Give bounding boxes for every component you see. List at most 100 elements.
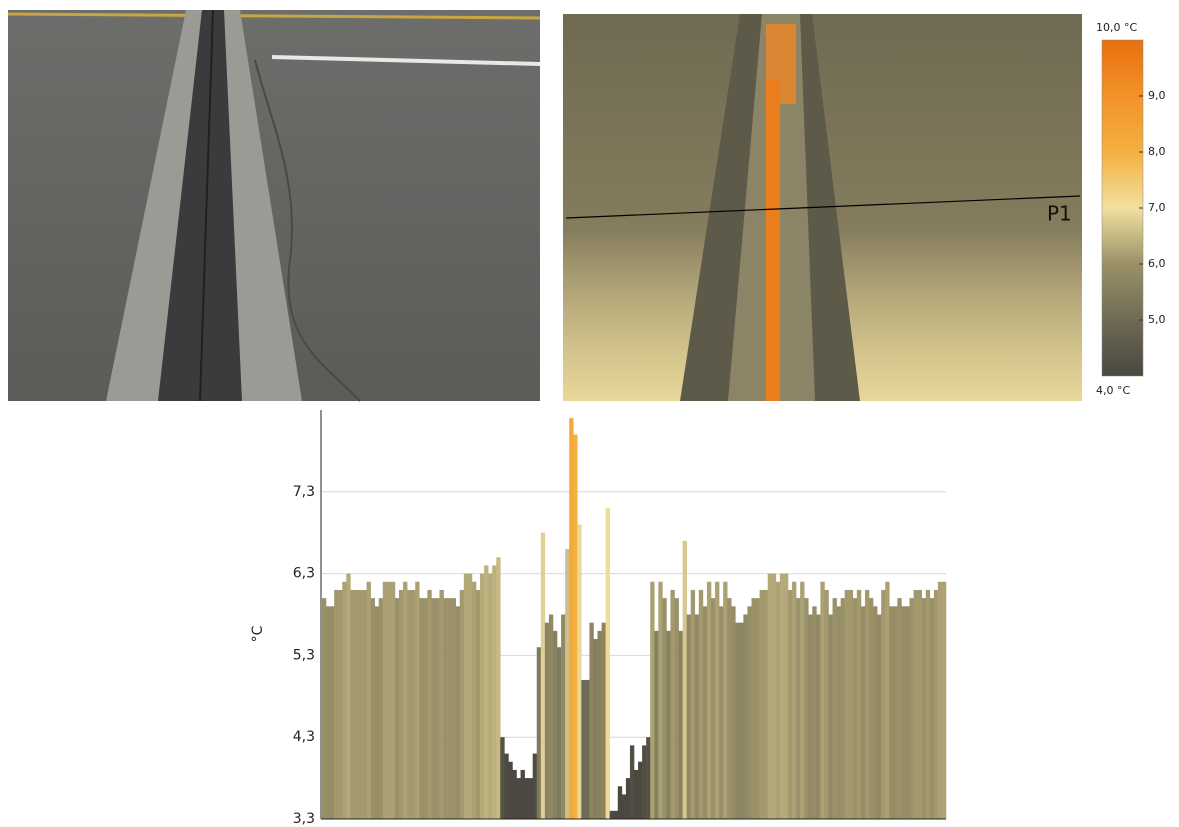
bar bbox=[614, 811, 618, 819]
thermal-image: P1 bbox=[563, 14, 1082, 401]
bar bbox=[423, 598, 427, 819]
y-tick-label: 6,3 bbox=[293, 566, 315, 582]
bar bbox=[602, 623, 606, 819]
bar bbox=[658, 582, 662, 819]
bar bbox=[525, 778, 529, 819]
bar bbox=[573, 435, 577, 819]
bar bbox=[472, 582, 476, 819]
road-photo bbox=[8, 10, 540, 401]
bar bbox=[456, 606, 460, 819]
profile-chart: 3,34,35,36,37,3°C bbox=[250, 410, 946, 827]
bar bbox=[695, 615, 699, 820]
bar bbox=[516, 778, 520, 819]
bar bbox=[452, 598, 456, 819]
bar bbox=[630, 745, 634, 819]
bar bbox=[427, 590, 431, 819]
bar bbox=[460, 590, 464, 819]
bar bbox=[581, 680, 585, 819]
bar bbox=[464, 574, 468, 819]
bar bbox=[342, 582, 346, 819]
y-tick-label: 7,3 bbox=[293, 484, 315, 500]
bar bbox=[322, 598, 326, 819]
colorbar-tick-label: 6,0 bbox=[1148, 257, 1166, 270]
bar bbox=[492, 565, 496, 819]
bar bbox=[585, 680, 589, 819]
bar bbox=[889, 606, 893, 819]
bar bbox=[484, 565, 488, 819]
bar bbox=[816, 615, 820, 820]
bar bbox=[861, 606, 865, 819]
bar bbox=[383, 582, 387, 819]
bar bbox=[448, 598, 452, 819]
bar bbox=[918, 590, 922, 819]
y-tick-label: 5,3 bbox=[293, 647, 315, 663]
bar bbox=[922, 598, 926, 819]
bar bbox=[752, 598, 756, 819]
bar bbox=[646, 737, 650, 819]
y-tick-label: 4,3 bbox=[293, 729, 315, 745]
bar bbox=[431, 598, 435, 819]
bar bbox=[375, 606, 379, 819]
bar bbox=[683, 541, 687, 819]
bar bbox=[379, 598, 383, 819]
bar bbox=[873, 606, 877, 819]
bar bbox=[670, 590, 674, 819]
bar bbox=[549, 615, 553, 820]
bar bbox=[743, 615, 747, 820]
bar bbox=[622, 794, 626, 819]
bar bbox=[853, 598, 857, 819]
bar bbox=[565, 549, 569, 819]
bar bbox=[934, 590, 938, 819]
bar bbox=[662, 598, 666, 819]
bar bbox=[735, 623, 739, 819]
bar bbox=[606, 508, 610, 819]
bar bbox=[334, 590, 338, 819]
bar bbox=[577, 525, 581, 819]
screen: P1 10,0 °C4,0 °C5,06,07,08,09,0 3,34,35,… bbox=[0, 0, 1179, 827]
bar bbox=[363, 590, 367, 819]
bar bbox=[338, 590, 342, 819]
bar bbox=[865, 590, 869, 819]
bar bbox=[796, 598, 800, 819]
bar bbox=[504, 754, 508, 819]
bar bbox=[610, 811, 614, 819]
bar bbox=[642, 745, 646, 819]
bar bbox=[500, 737, 504, 819]
bar bbox=[346, 574, 350, 819]
bar bbox=[537, 647, 541, 819]
bar bbox=[699, 590, 703, 819]
bar bbox=[638, 762, 642, 819]
bar bbox=[444, 598, 448, 819]
bar bbox=[415, 582, 419, 819]
bar bbox=[395, 598, 399, 819]
bar bbox=[407, 590, 411, 819]
bar bbox=[367, 582, 371, 819]
bar bbox=[569, 418, 573, 819]
bar bbox=[533, 754, 537, 819]
bar bbox=[387, 582, 391, 819]
bar bbox=[772, 574, 776, 819]
bar bbox=[776, 582, 780, 819]
bar bbox=[930, 598, 934, 819]
bar bbox=[330, 606, 334, 819]
bar bbox=[812, 606, 816, 819]
bar bbox=[589, 623, 593, 819]
bar bbox=[403, 582, 407, 819]
bar bbox=[707, 582, 711, 819]
bar bbox=[910, 598, 914, 819]
bar bbox=[618, 786, 622, 819]
colorbar-tick-label: 9,0 bbox=[1148, 89, 1166, 102]
colorbar-scale bbox=[1102, 40, 1143, 376]
colorbar-tick-label: 8,0 bbox=[1148, 145, 1166, 158]
bar bbox=[488, 574, 492, 819]
bar bbox=[691, 590, 695, 819]
bar bbox=[371, 598, 375, 819]
profile-label: P1 bbox=[1047, 202, 1072, 226]
bar bbox=[905, 606, 909, 819]
bar bbox=[541, 533, 545, 819]
bar bbox=[869, 598, 873, 819]
colorbar-tick-label: 5,0 bbox=[1148, 313, 1166, 326]
bar bbox=[666, 631, 670, 819]
y-tick-label: 3,3 bbox=[293, 811, 315, 827]
bar bbox=[788, 590, 792, 819]
